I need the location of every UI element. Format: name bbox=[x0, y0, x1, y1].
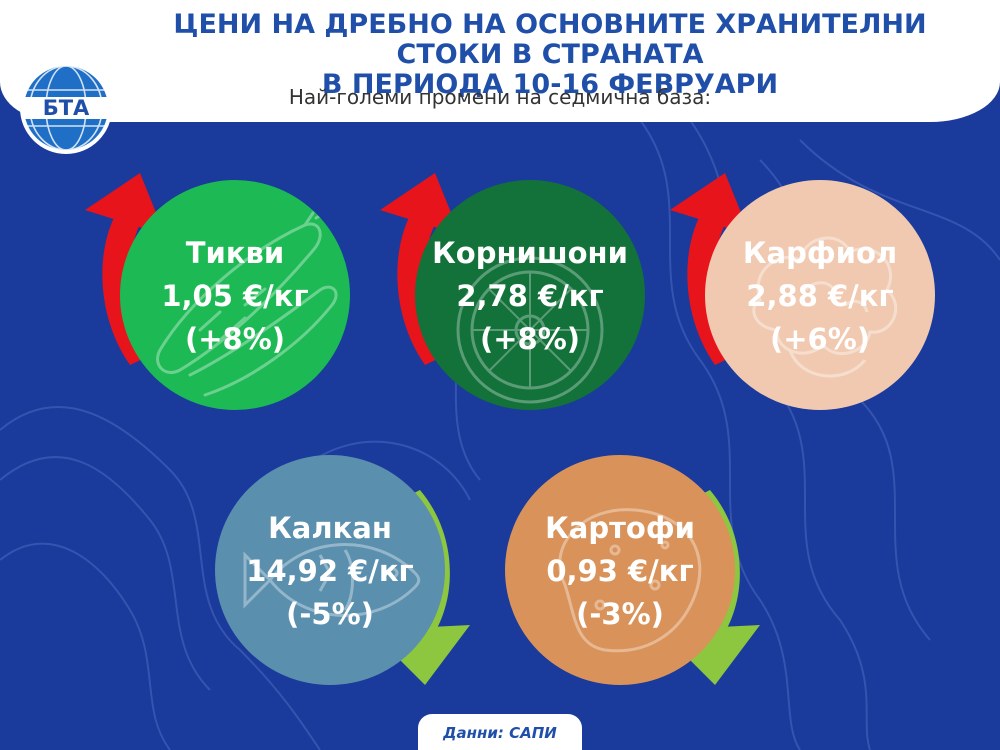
source-footer: Данни: САПИ bbox=[418, 714, 582, 750]
item-name: Тикви bbox=[185, 236, 285, 270]
item-change: (+6%) bbox=[769, 322, 871, 356]
item-name: Карфиол bbox=[742, 236, 898, 270]
item-price: 2,88 €/кг bbox=[746, 279, 894, 313]
header-banner: ЦЕНИ НА ДРЕБНО НА ОСНОВНИТЕ ХРАНИТЕЛНИ С… bbox=[0, 0, 1000, 122]
item-name: Корнишони bbox=[432, 236, 628, 270]
item-change: (-3%) bbox=[576, 597, 664, 631]
title-line-1: ЦЕНИ НА ДРЕБНО НА ОСНОВНИТЕ ХРАНИТЕЛНИ С… bbox=[173, 9, 927, 70]
item-circle: Калкан 14,92 €/кг (-5%) bbox=[215, 455, 445, 685]
item-name: Калкан bbox=[268, 511, 392, 545]
item-change: (+8%) bbox=[479, 322, 581, 356]
item-change: (-5%) bbox=[286, 597, 374, 631]
item-circle: Тикви 1,05 €/кг (+8%) bbox=[120, 180, 350, 410]
item-price: 1,05 €/кг bbox=[161, 279, 309, 313]
page-subtitle: Най-големи промени на седмична база: bbox=[288, 85, 712, 109]
cucumber-slice-icon bbox=[456, 256, 604, 404]
source-note: Данни: САПИ bbox=[443, 724, 557, 742]
item-price: 14,92 €/кг bbox=[246, 554, 414, 588]
potato-icon bbox=[558, 508, 702, 653]
item-change: (+8%) bbox=[184, 322, 286, 356]
page-title: ЦЕНИ НА ДРЕБНО НА ОСНОВНИТЕ ХРАНИТЕЛНИ С… bbox=[120, 10, 980, 100]
logo-text: БТА bbox=[43, 96, 90, 120]
item-circle: Корнишони 2,78 €/кг (+8%) bbox=[415, 180, 645, 410]
item-circle: Картофи 0,93 €/кг (-3%) bbox=[505, 455, 735, 685]
item-name: Картофи bbox=[545, 511, 695, 545]
cauliflower-icon bbox=[752, 236, 898, 378]
bta-logo: БТА bbox=[20, 62, 112, 154]
item-price: 0,93 €/кг bbox=[546, 554, 694, 588]
item-circle: Карфиол 2,88 €/кг (+6%) bbox=[705, 180, 935, 410]
item-price: 2,78 €/кг bbox=[456, 279, 604, 313]
fish-icon bbox=[243, 543, 421, 617]
title-line-2: В ПЕРИОДА 10-16 ФЕВРУАРИ bbox=[321, 69, 779, 100]
zucchini-icon bbox=[156, 210, 338, 397]
